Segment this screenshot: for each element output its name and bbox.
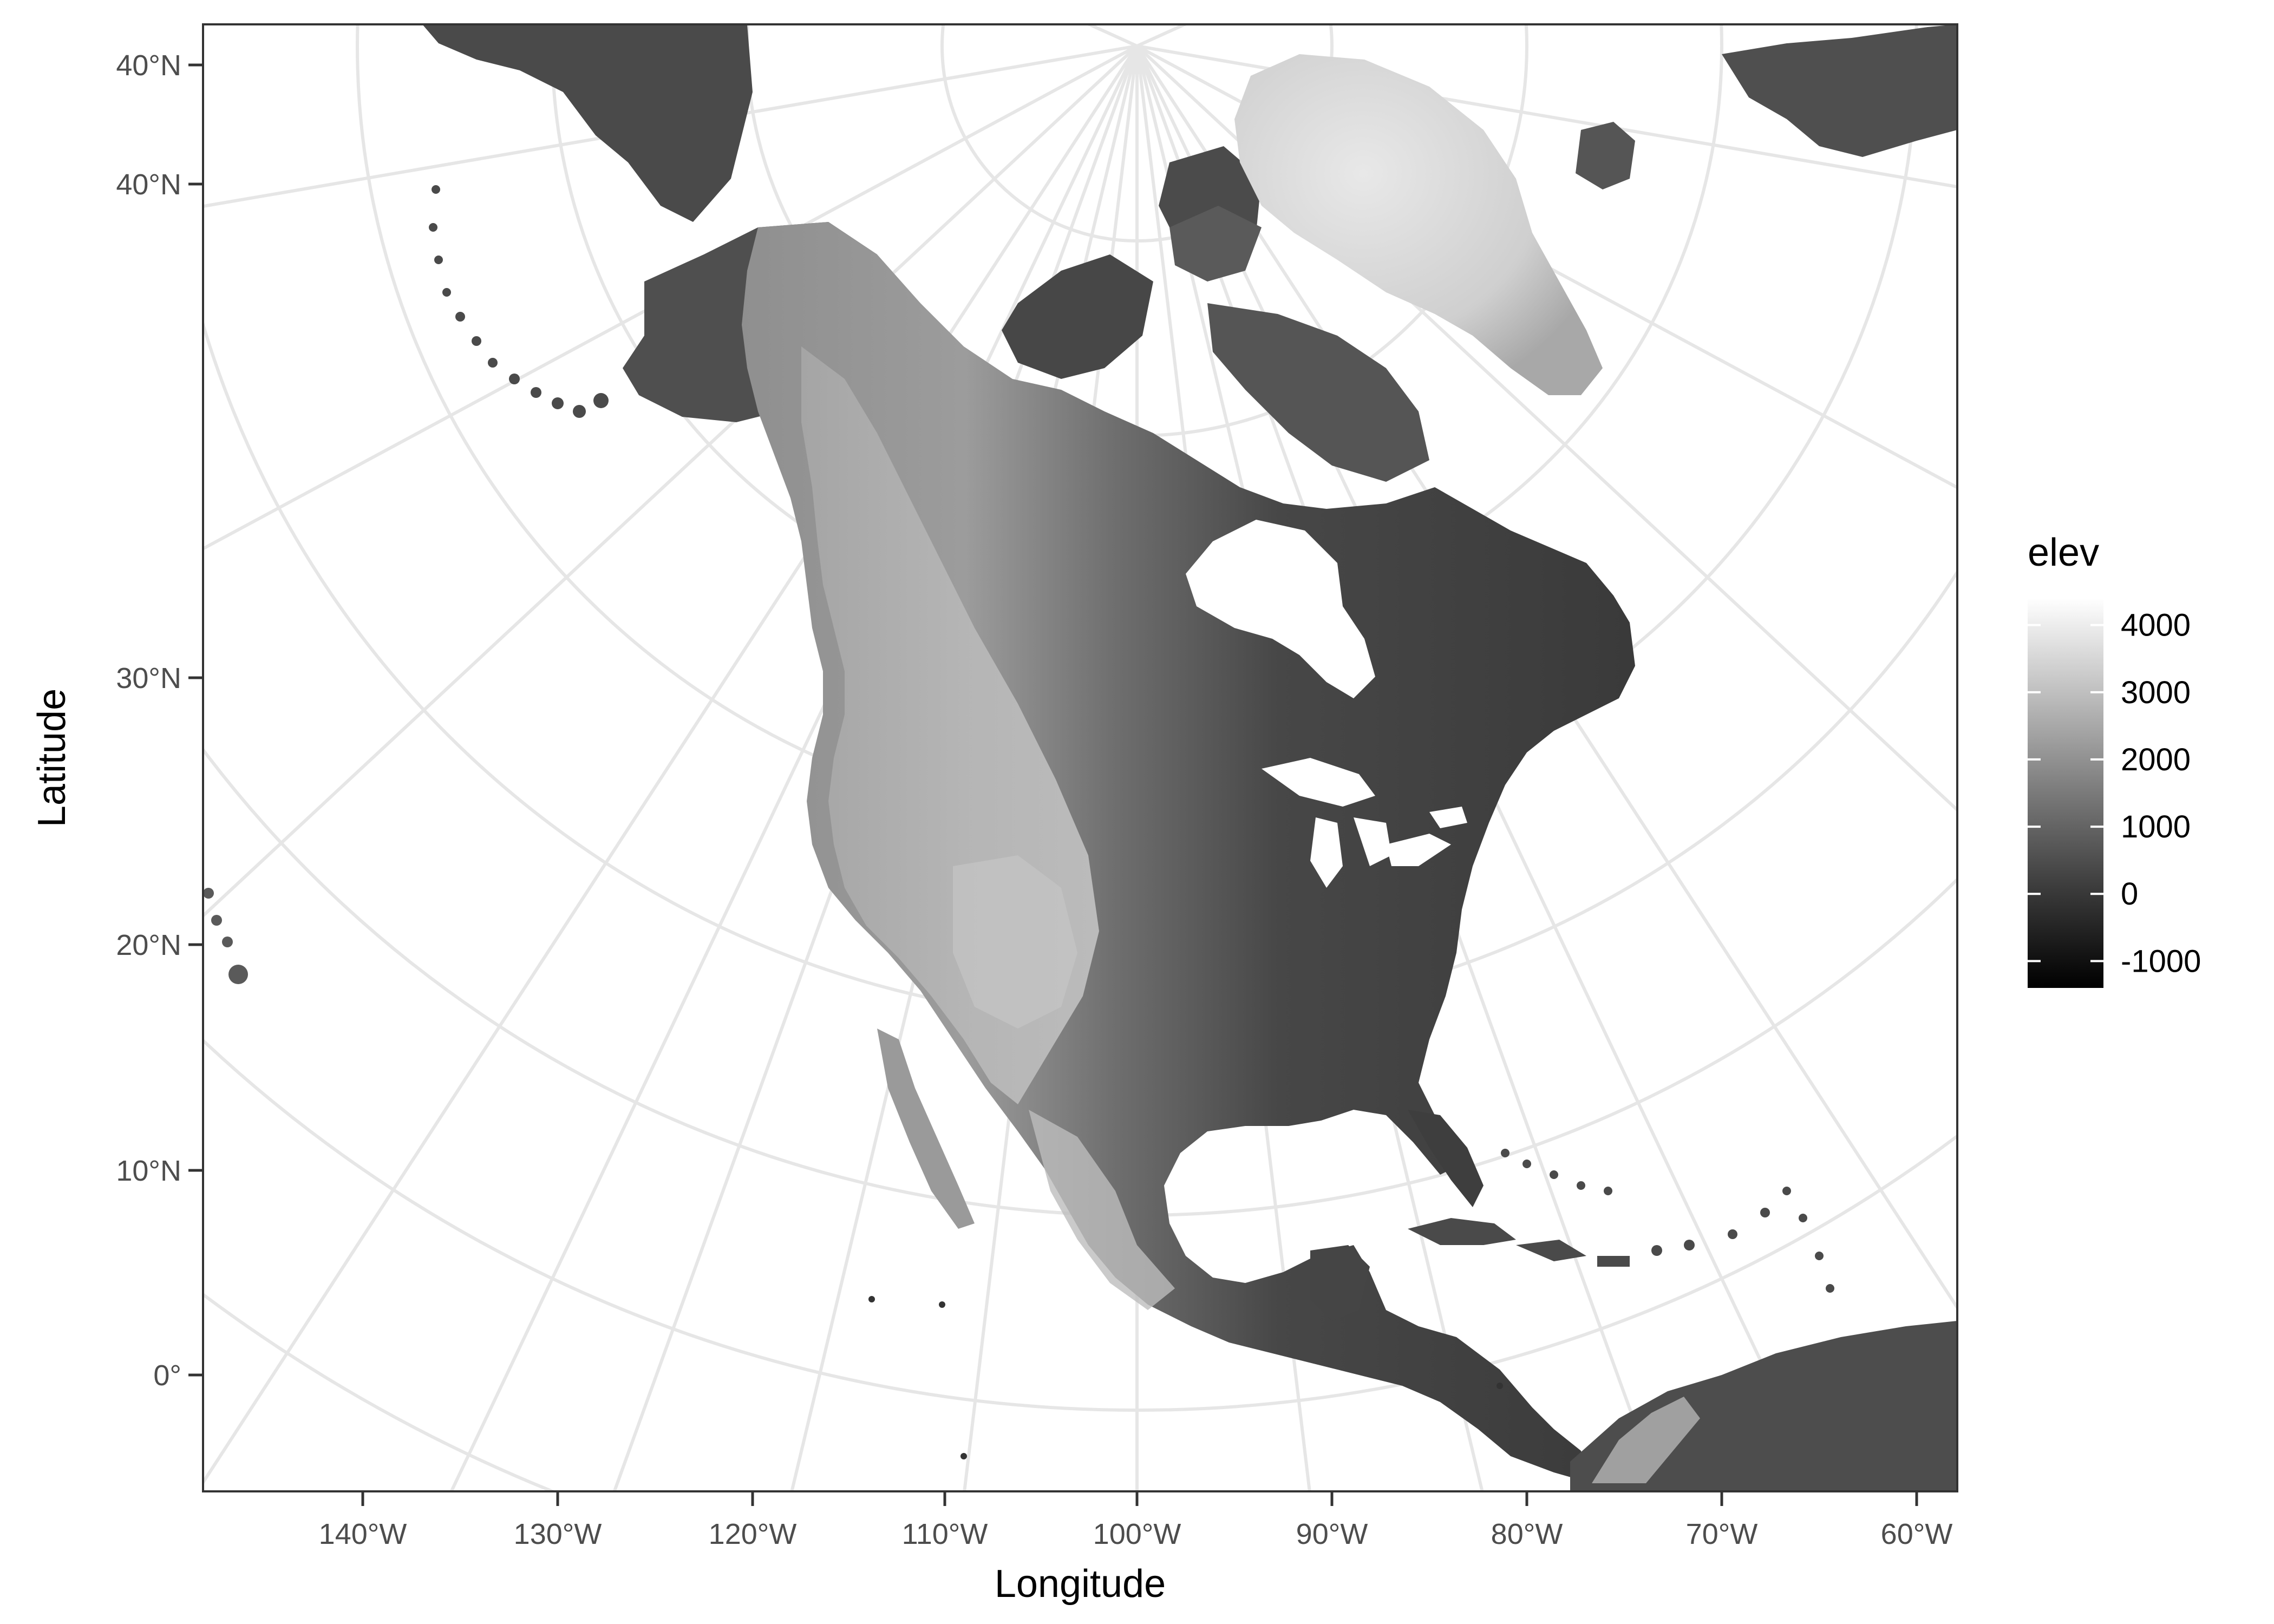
water-hudson-bay [1186, 520, 1375, 698]
x-tick-label: 90°W [1296, 1518, 1368, 1550]
land-yucatan [1310, 1245, 1370, 1321]
land-hawaii [203, 888, 248, 984]
y-tick-label: 40°N [116, 168, 181, 201]
x-tick-label: 120°W [709, 1518, 797, 1550]
x-tick-label: 70°W [1686, 1518, 1758, 1550]
land-florida [1408, 1110, 1484, 1207]
water-great-lakes [1262, 758, 1467, 888]
x-tick-label: 60°W [1881, 1518, 1953, 1550]
x-axis-ticks [361, 1491, 1918, 1506]
y-tick-label: 10°N [116, 1155, 181, 1187]
y-axis-title: Latitude [30, 689, 74, 827]
land-ellesmere [1169, 206, 1262, 281]
y-axis: 40°N 40°N 30°N 20°N 10°N 0° Latitude [30, 49, 203, 1392]
water-gulf-of-california [910, 1029, 975, 1169]
x-axis: 140°W 130°W 120°W 110°W 100°W 90°W 80°W … [319, 1491, 1953, 1606]
land-iceland [1576, 122, 1635, 189]
land-greenland [1234, 54, 1603, 395]
x-tick-label: 110°W [902, 1518, 988, 1550]
land-caribbean-islands [1408, 1149, 1834, 1293]
legend-label: 1000 [2121, 809, 2191, 844]
land-masses [203, 24, 1957, 1491]
land-siberia-edge [422, 24, 753, 222]
legend-ticks [2028, 624, 2103, 962]
land-aleutian-islands [429, 185, 609, 418]
y-tick-label: 20°N [116, 929, 181, 961]
legend-labels: 4000 3000 2000 1000 0 -1000 [2121, 608, 2201, 979]
land-small-islands [868, 1296, 1503, 1459]
y-tick-label: 40°N [116, 49, 181, 82]
legend-colorbar [2028, 598, 2103, 988]
terrain-mexican-plateau [1029, 1110, 1175, 1310]
land-arctic-archipelago-west [1002, 254, 1153, 379]
legend-label: 3000 [2121, 675, 2191, 710]
terrain-colorado-plateau [953, 855, 1077, 1029]
panel-border [202, 23, 1958, 1492]
legend-label: 0 [2121, 876, 2138, 912]
legend: elev 4000 3000 2000 1000 0 -1000 [2028, 531, 2201, 988]
legend-label: 2000 [2121, 742, 2191, 777]
y-tick-label: 0° [153, 1359, 181, 1392]
legend-label: 4000 [2121, 608, 2191, 643]
x-tick-label: 100°W [1093, 1518, 1181, 1550]
x-tick-label: 140°W [319, 1518, 407, 1550]
land-north-america-mainland [742, 222, 1635, 1483]
land-scandinavia-edge [1722, 24, 1957, 157]
terrain-andes [1592, 1397, 1700, 1483]
land-baja-california [877, 1029, 975, 1229]
land-baffin-island [1207, 303, 1429, 482]
y-axis-tick-labels: 40°N 40°N 30°N 20°N 10°N 0° [116, 49, 181, 1392]
x-tick-label: 80°W [1491, 1518, 1563, 1550]
y-axis-ticks [188, 63, 203, 1377]
legend-title: elev [2028, 531, 2099, 574]
x-axis-tick-labels: 140°W 130°W 120°W 110°W 100°W 90°W 80°W … [319, 1518, 1953, 1550]
x-axis-title: Longitude [995, 1562, 1166, 1606]
x-tick-label: 130°W [514, 1518, 602, 1550]
legend-label: -1000 [2121, 944, 2201, 979]
y-tick-label: 30°N [116, 662, 181, 695]
